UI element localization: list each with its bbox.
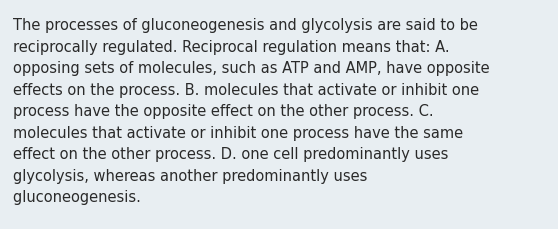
Text: opposing sets of molecules, such as ATP and AMP, have opposite: opposing sets of molecules, such as ATP … xyxy=(13,61,489,76)
Text: effects on the process. B. molecules that activate or inhibit one: effects on the process. B. molecules tha… xyxy=(13,82,479,97)
Text: molecules that activate or inhibit one process have the same: molecules that activate or inhibit one p… xyxy=(13,125,463,140)
Text: process have the opposite effect on the other process. C.: process have the opposite effect on the … xyxy=(13,104,434,119)
Text: gluconeo​genesis.: gluconeo​genesis. xyxy=(13,189,141,204)
Text: reciprocally regulated. Reciprocal regulation means that: A.: reciprocally regulated. Reciprocal regul… xyxy=(13,39,450,54)
Text: glycolysis, whereas another predominantly uses: glycolysis, whereas another predominantl… xyxy=(13,168,367,183)
Text: effect on the other process. D. one cell predominantly uses: effect on the other process. D. one cell… xyxy=(13,147,449,161)
Text: The processes of gluconeogenesis and glycolysis are said to be: The processes of gluconeogenesis and gly… xyxy=(13,18,478,33)
